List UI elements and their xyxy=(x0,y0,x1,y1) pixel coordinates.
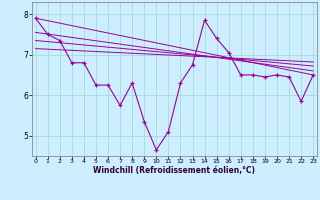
X-axis label: Windchill (Refroidissement éolien,°C): Windchill (Refroidissement éolien,°C) xyxy=(93,166,255,175)
